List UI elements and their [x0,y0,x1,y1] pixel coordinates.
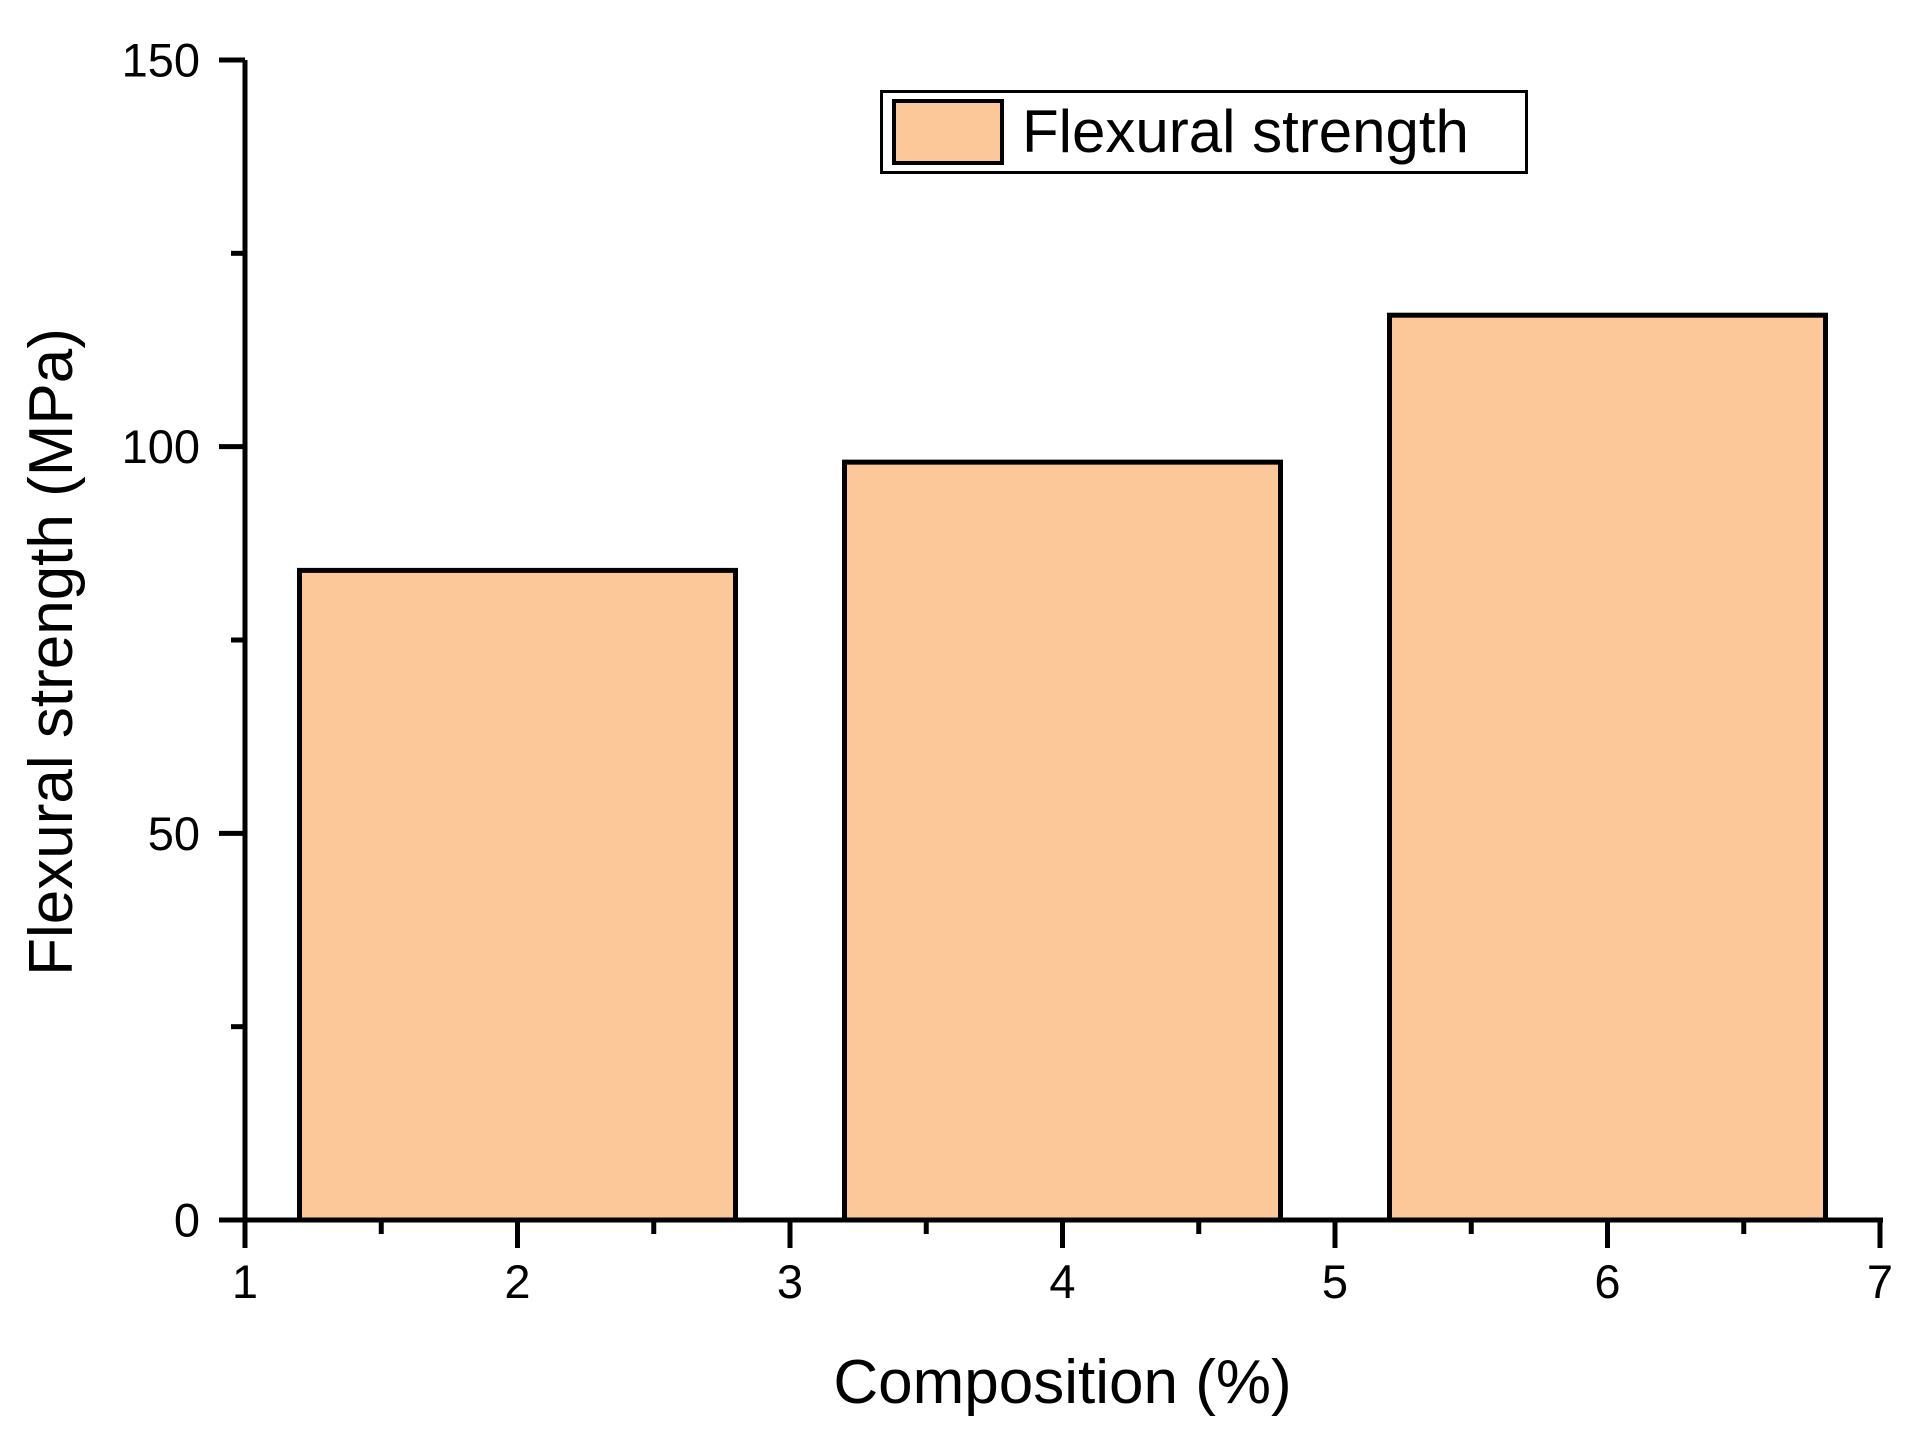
x-tick-label-1: 1 [232,1255,258,1308]
x-tick-label-2: 2 [504,1255,530,1308]
x-tick-label-5: 5 [1322,1255,1348,1308]
x-tick-label-6: 6 [1594,1255,1620,1308]
legend-swatch-flexural-strength [892,99,1004,165]
bar-composition-2 [297,567,738,1223]
bar-composition-4 [842,459,1283,1223]
chart-legend: Flexural strength [880,90,1528,174]
tick-labels-group: 0 50 100 150 1 2 3 4 5 6 7 [122,33,1893,1308]
y-tick-label-50: 50 [148,807,200,860]
y-axis-title: Flexural strength (MPa) [17,328,86,976]
y-tick-label-100: 100 [122,420,200,473]
x-tick-label-7: 7 [1867,1255,1893,1308]
bar-composition-6 [1387,312,1828,1223]
y-tick-label-0: 0 [174,1193,200,1246]
legend-label: Flexural strength [1022,98,1469,165]
y-tick-label-150: 150 [122,33,200,86]
bars-group [297,312,1828,1223]
x-axis-title: Composition (%) [833,1348,1292,1417]
ticks-group [219,57,1883,1248]
x-tick-label-3: 3 [777,1255,803,1308]
x-tick-label-4: 4 [1049,1255,1075,1308]
